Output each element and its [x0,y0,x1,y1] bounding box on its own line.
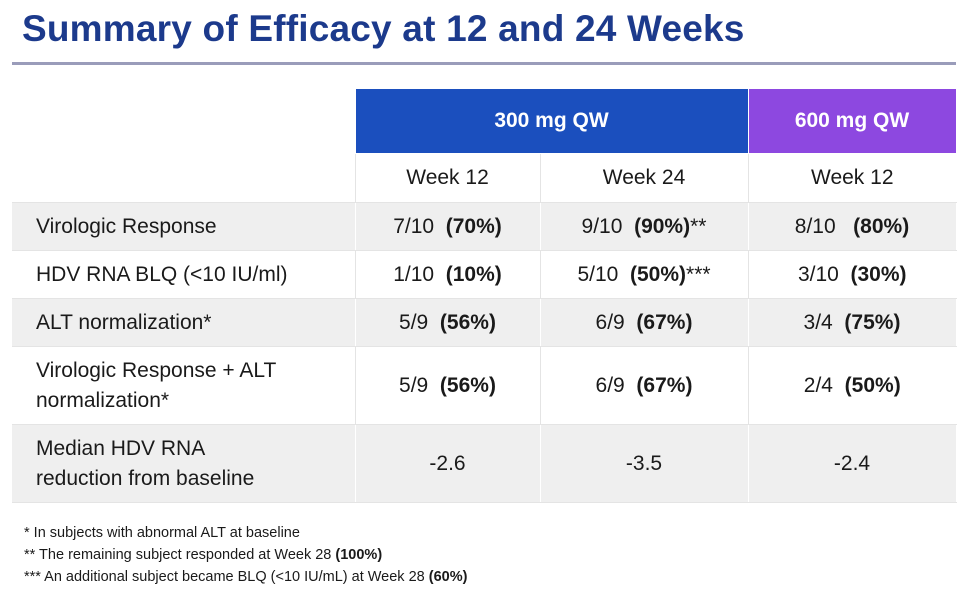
title-divider [12,62,956,65]
week-header-row: Week 12 Week 24 Week 12 [12,153,956,203]
table-cell: 5/9 (56%) [355,298,541,347]
table-cell: 6/9 (67%) [540,298,749,347]
table-cell: 6/9 (67%) [540,346,749,425]
table-cell: 8/10 (80%) [748,202,957,251]
group-300mg-header: 300 mg QW [355,89,749,154]
table-row-virologic-response: Virologic Response 7/10 (70%) 9/10 (90%)… [12,202,957,251]
table-cell: 1/10 (10%) [355,250,541,299]
table-cell: 3/4 (75%) [748,298,957,347]
table-cell: -3.5 [540,424,749,503]
table-cell: 7/10 (70%) [355,202,541,251]
empty-corner-cell [12,89,356,154]
table-row-hdv-rna-blq: HDV RNA BLQ (<10 IU/ml) 1/10 (10%) 5/10 … [12,250,956,299]
group-600mg-header: 600 mg QW [748,89,957,154]
footnote: *** An additional subject became BLQ (<1… [24,569,468,585]
footnotes: * In subjects with abnormal ALT at basel… [24,522,467,588]
subheader-300mg-week24: Week 24 [540,153,749,203]
empty-label-cell [12,153,356,203]
table-cell: 2/4 (50%) [748,346,956,425]
table-cell: 3/10 (30%) [748,250,956,299]
efficacy-table: 300 mg QW 600 mg QW Week 12 Week 24 Week… [12,89,957,503]
row-label: ALT normalization* [12,298,356,347]
subheader-300mg-week12: Week 12 [355,153,541,203]
table-row-median-hdv-rna: Median HDV RNA reduction from baseline -2… [12,424,957,503]
row-label: Virologic Response + ALT normalization* [12,346,356,425]
table-cell: 5/10 (50%)*** [540,250,749,299]
table-cell: -2.6 [355,424,541,503]
page-title: Summary of Efficacy at 12 and 24 Weeks [22,8,745,49]
table-cell: 5/9 (56%) [355,346,541,425]
table-row-alt-normalization: ALT normalization* 5/9 (56%) 6/9 (67%) 3… [12,298,957,347]
footnote: * In subjects with abnormal ALT at basel… [24,525,300,541]
row-label: Virologic Response [12,202,356,251]
subheader-600mg-week12: Week 12 [748,153,956,203]
table-cell: -2.4 [748,424,957,503]
row-label: Median HDV RNA reduction from baseline [12,424,356,503]
table-row-virologic-alt: Virologic Response + ALT normalization* 5… [12,346,956,425]
footnote: ** The remaining subject responded at We… [24,547,383,563]
table-cell: 9/10 (90%)** [540,202,749,251]
group-header-row: 300 mg QW 600 mg QW [12,89,957,154]
row-label: HDV RNA BLQ (<10 IU/ml) [12,250,356,299]
